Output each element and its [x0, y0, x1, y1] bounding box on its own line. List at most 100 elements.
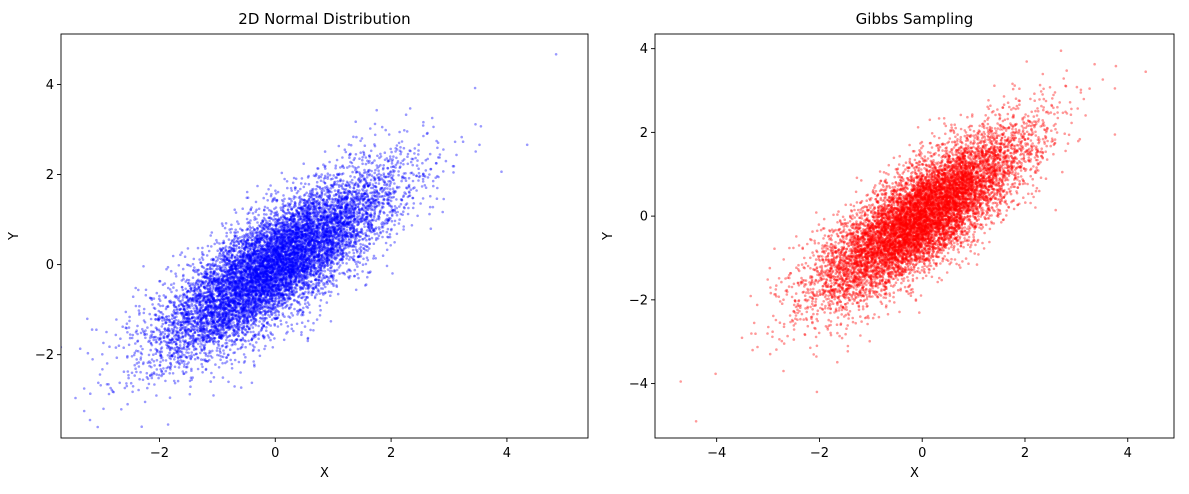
- scatter-point: [301, 199, 305, 202]
- scatter-point: [230, 367, 234, 370]
- scatter-point: [390, 176, 394, 179]
- scatter-point: [306, 224, 309, 228]
- scatter-point: [344, 206, 347, 209]
- scatter-point: [126, 331, 129, 334]
- scatter-point: [232, 288, 236, 292]
- scatter-point: [362, 171, 366, 175]
- scatter-point: [359, 139, 362, 143]
- scatter-point: [307, 231, 311, 235]
- scatter-point: [293, 217, 296, 221]
- scatter-point: [356, 230, 359, 234]
- scatter-point: [264, 254, 268, 257]
- scatter-point: [258, 308, 262, 311]
- scatter-point: [302, 215, 306, 219]
- scatter-point: [381, 178, 385, 182]
- scatter-point: [248, 342, 252, 346]
- scatter-point: [285, 321, 288, 324]
- scatter-point: [266, 199, 270, 202]
- scatter-point: [297, 278, 301, 282]
- scatter-point: [139, 370, 142, 374]
- scatter-point: [289, 303, 293, 307]
- scatter-point: [344, 244, 348, 247]
- scatter-point: [190, 369, 193, 373]
- scatter-point: [224, 320, 228, 324]
- scatter-point: [318, 314, 322, 317]
- scatter-point: [244, 243, 248, 246]
- scatter-point: [373, 212, 377, 216]
- scatter-point: [240, 249, 243, 253]
- scatter-point: [152, 336, 156, 339]
- scatter-point: [185, 348, 188, 351]
- scatter-point: [161, 359, 165, 362]
- scatter-point: [245, 196, 249, 200]
- scatter-point: [240, 287, 244, 291]
- scatter-point: [157, 309, 161, 313]
- scatter-point: [246, 276, 250, 280]
- scatter-point: [407, 176, 411, 180]
- scatter-point: [275, 267, 279, 271]
- scatter-point: [336, 206, 340, 210]
- scatter-point: [310, 293, 314, 297]
- scatter-point: [316, 290, 320, 293]
- scatter-point: [266, 292, 269, 296]
- scatter-point: [270, 269, 273, 273]
- scatter-point: [231, 271, 235, 274]
- scatter-point: [187, 314, 190, 318]
- scatter-point: [232, 244, 235, 247]
- scatter-point: [269, 278, 272, 281]
- scatter-point: [285, 272, 289, 276]
- scatter-point: [186, 247, 190, 250]
- scatter-point: [283, 250, 286, 254]
- scatter-point: [148, 360, 151, 363]
- scatter-point: [287, 235, 291, 239]
- scatter-point: [259, 295, 263, 298]
- scatter-point: [281, 247, 285, 250]
- scatter-point: [263, 252, 267, 256]
- scatter-point: [322, 266, 326, 270]
- scatter-point: [256, 268, 260, 272]
- scatter-point: [246, 265, 249, 269]
- scatter-point: [327, 189, 331, 192]
- scatter-point: [273, 284, 277, 288]
- scatter-point: [324, 234, 328, 238]
- scatter-point: [215, 327, 218, 331]
- scatter-point: [244, 332, 248, 336]
- scatter-point: [194, 324, 198, 328]
- scatter-point: [179, 350, 182, 354]
- scatter-point: [382, 174, 386, 177]
- scatter-point: [205, 315, 209, 318]
- scatter-point: [252, 238, 255, 241]
- scatter-point: [254, 274, 257, 278]
- scatter-point: [288, 263, 292, 267]
- scatter-point: [341, 156, 344, 159]
- scatter-point: [196, 356, 199, 359]
- scatter-point: [202, 324, 205, 328]
- scatter-point: [269, 278, 273, 281]
- scatter-point: [404, 203, 408, 206]
- scatter-point: [168, 396, 172, 400]
- scatter-point: [190, 351, 193, 354]
- scatter-point: [185, 365, 188, 369]
- scatter-point: [369, 201, 373, 204]
- scatter-point: [323, 150, 327, 153]
- scatter-point: [232, 331, 236, 334]
- scatter-point: [271, 285, 274, 289]
- scatter-point: [263, 290, 267, 294]
- scatter-point: [302, 215, 305, 219]
- scatter-point: [304, 222, 307, 226]
- scatter-point: [267, 302, 271, 306]
- scatter-point: [297, 280, 301, 284]
- scatter-point: [234, 279, 238, 283]
- scatter-point: [293, 231, 297, 235]
- scatter-point: [370, 226, 374, 230]
- scatter-point: [352, 135, 355, 139]
- scatter-point: [344, 235, 347, 239]
- scatter-point: [341, 258, 344, 261]
- scatter-point: [250, 275, 253, 278]
- scatter-point: [385, 192, 389, 196]
- scatter-point: [293, 205, 296, 208]
- scatter-point: [215, 278, 218, 282]
- scatter-point: [276, 236, 279, 240]
- scatter-point: [251, 306, 255, 310]
- scatter-point: [271, 246, 275, 249]
